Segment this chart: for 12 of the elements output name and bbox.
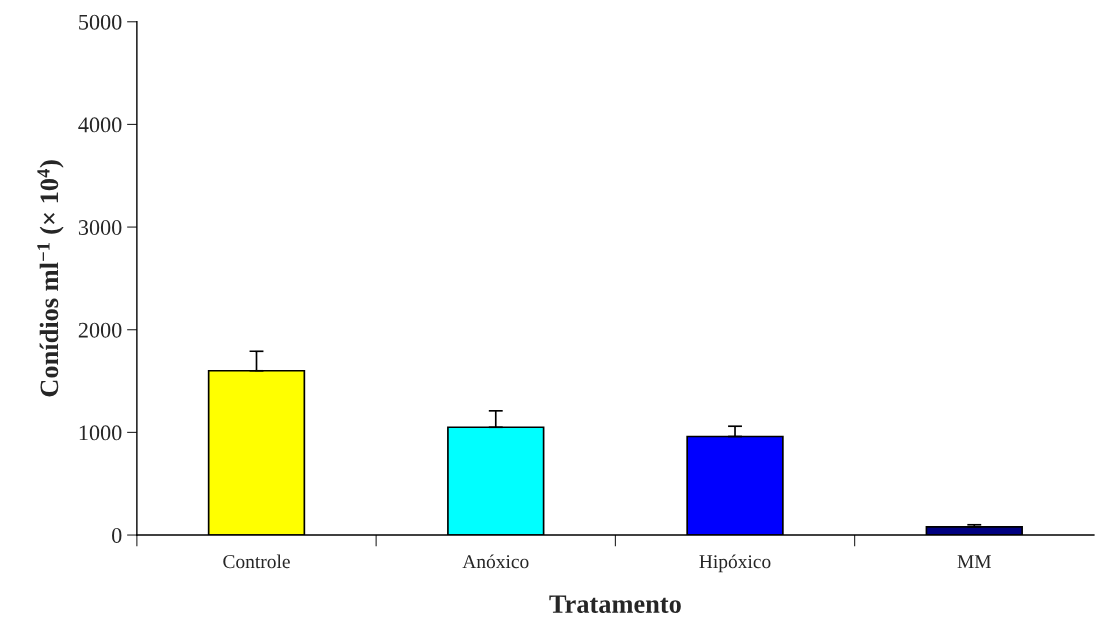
x-axis-title: Tratamento xyxy=(549,595,681,613)
y-tick-label: 2000 xyxy=(78,322,122,338)
x-tick-label: MM xyxy=(957,555,991,568)
x-tick-label: Anóxico xyxy=(462,554,529,569)
y-tick-label: 1000 xyxy=(79,425,122,441)
x-tick-label: Hipóxico xyxy=(699,554,771,573)
x-tick-label: Controle xyxy=(223,554,290,569)
y-tick-label: 5000 xyxy=(79,14,122,30)
y-axis-title: Conídios ml$^{−1}$ (× 10$^{4}$) xyxy=(37,160,64,397)
y-tick-label: 4000 xyxy=(78,117,122,133)
y-tick-label: 0 xyxy=(112,527,122,543)
y-tick-label: 3000 xyxy=(78,220,122,235)
